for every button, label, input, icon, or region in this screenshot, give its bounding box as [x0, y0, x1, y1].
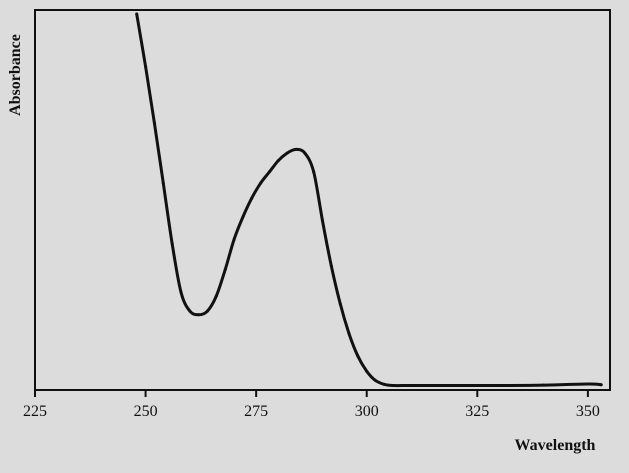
x-tick-label: 350: [576, 403, 600, 420]
y-axis-label: Absorbance: [7, 34, 24, 116]
x-tick-label: 250: [134, 403, 158, 420]
data-point: [453, 383, 457, 387]
data-point: [206, 309, 209, 313]
data-point: [347, 332, 351, 336]
data-point: [365, 369, 369, 373]
data-point: [321, 219, 324, 223]
data-point: [267, 170, 271, 174]
data-point: [276, 159, 280, 163]
data-point: [214, 294, 218, 298]
data-point: [161, 181, 165, 185]
data-point: [497, 383, 501, 387]
curve-points: [135, 12, 603, 387]
plot-frame: [34, 9, 611, 391]
data-point: [188, 309, 192, 313]
data-point: [285, 151, 289, 155]
data-point: [179, 290, 183, 294]
data-point: [170, 241, 174, 245]
x-tick-label: 225: [23, 403, 47, 420]
data-point: [356, 354, 360, 358]
data-point: [409, 383, 413, 387]
data-point: [586, 382, 590, 386]
x-tick-label: 300: [355, 403, 379, 420]
data-point: [223, 268, 227, 272]
data-point: [135, 12, 139, 16]
data-point: [232, 238, 236, 242]
data-point: [144, 65, 148, 69]
data-point: [329, 264, 333, 268]
data-point: [382, 382, 386, 386]
data-point: [312, 170, 316, 174]
data-point: [197, 313, 201, 317]
data-point: [338, 302, 342, 306]
x-tick-label: 325: [465, 403, 489, 420]
data-point: [294, 147, 298, 151]
data-point: [303, 151, 307, 155]
x-axis-ticks: 225 250 275 300 325 350: [23, 391, 600, 420]
data-point: [259, 181, 263, 185]
data-point: [599, 383, 603, 387]
data-point: [250, 196, 254, 200]
data-point: [374, 379, 378, 383]
x-axis-label: Wavelength: [515, 437, 596, 454]
data-point: [241, 215, 245, 219]
x-tick-label: 275: [244, 403, 268, 420]
data-point: [391, 383, 395, 387]
data-point: [542, 383, 546, 387]
absorbance-curve: [135, 12, 603, 388]
data-point: [152, 121, 156, 125]
